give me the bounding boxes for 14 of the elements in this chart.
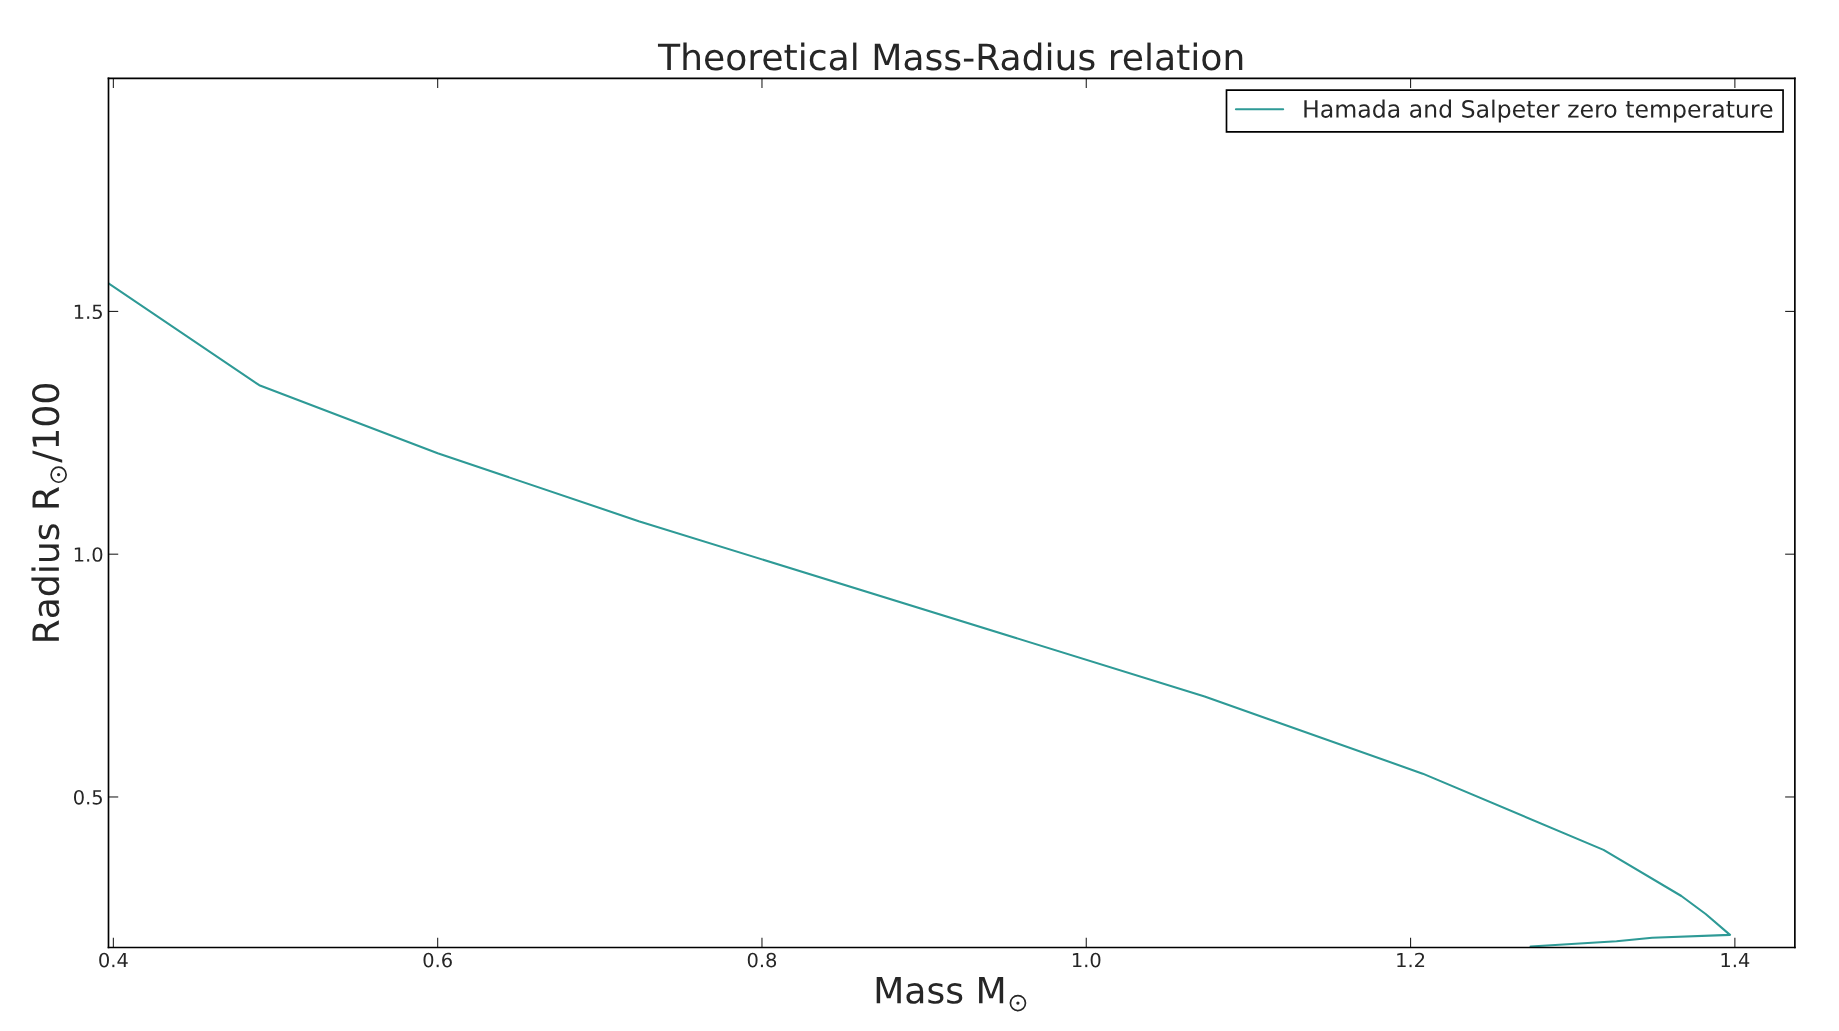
x-tick-label: 1.2 [1397,952,1425,968]
legend-label: Hamada and Salpeter zero temperature [1304,99,1773,123]
x-tick-label: 1.0 [1072,952,1101,968]
x-tick-label: 0.4 [99,952,128,968]
y-axis-title: Radius R$_{⊙}$/100 [31,384,67,641]
chart-title: Theoretical Mass-Radius relation [657,42,1243,71]
y-tick-label: 1.0 [74,547,103,562]
x-tick-label: 0.8 [747,952,777,968]
line-series [108,282,1732,948]
x-axis-title: Mass M$_{⊙}$ [876,977,1027,1012]
y-tick-label: 0.5 [74,789,102,805]
y-tick-label: 1.5 [74,304,102,320]
x-tick-label: 0.6 [423,952,452,968]
x-tick-label: 1.4 [1721,952,1750,968]
